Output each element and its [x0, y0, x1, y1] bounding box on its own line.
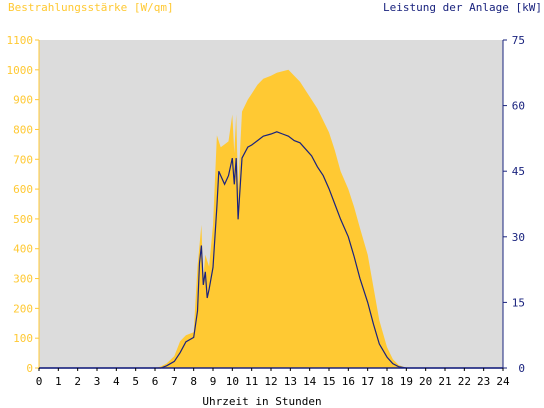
- y-left-tick-label: 200: [13, 302, 33, 315]
- y-left-tick-label: 1000: [7, 64, 34, 77]
- x-tick-label: 3: [94, 375, 101, 388]
- x-tick-label: 19: [400, 375, 413, 388]
- x-tick-label: 13: [284, 375, 297, 388]
- x-tick-label: 17: [361, 375, 374, 388]
- y-right-tick-label: 45: [512, 165, 525, 178]
- y-left-tick-label: 300: [13, 273, 33, 286]
- x-tick-label: 24: [496, 375, 510, 388]
- y-right-tick-label: 60: [512, 100, 525, 113]
- y-left-tick-label: 700: [13, 153, 33, 166]
- x-tick-label: 16: [342, 375, 355, 388]
- y-left-tick-label: 400: [13, 243, 33, 256]
- x-tick-label: 21: [438, 375, 451, 388]
- y-left-tick-label: 600: [13, 183, 33, 196]
- x-tick-label: 18: [380, 375, 393, 388]
- right-axis-title: Leistung der Anlage [kW]: [383, 1, 542, 14]
- x-tick-label: 1: [55, 375, 62, 388]
- y-right-tick-label: 0: [518, 362, 525, 375]
- x-tick-label: 9: [210, 375, 217, 388]
- x-tick-label: 7: [171, 375, 178, 388]
- x-tick-label: 6: [152, 375, 159, 388]
- y-left-tick-label: 1100: [7, 34, 34, 47]
- y-left-tick-label: 500: [13, 213, 33, 226]
- y-left-tick-label: 900: [13, 94, 33, 107]
- x-tick-label: 15: [322, 375, 335, 388]
- x-tick-label: 12: [264, 375, 277, 388]
- irradiance-area: [39, 69, 503, 369]
- x-tick-label: 11: [245, 375, 258, 388]
- x-tick-label: 5: [132, 375, 139, 388]
- y-left-tick-label: 800: [13, 123, 33, 136]
- y-left-tick-label: 100: [13, 332, 33, 345]
- x-tick-label: 20: [419, 375, 432, 388]
- x-tick-label: 22: [458, 375, 471, 388]
- left-axis-title: Bestrahlungsstärke [W/qm]: [8, 1, 174, 14]
- x-axis-label: Uhrzeit in Stunden: [202, 395, 321, 408]
- x-tick-label: 8: [190, 375, 197, 388]
- x-tick-label: 2: [74, 375, 81, 388]
- y-right-tick-label: 30: [512, 231, 525, 244]
- x-tick-label: 0: [36, 375, 43, 388]
- x-tick-label: 23: [477, 375, 490, 388]
- y-left-tick-label: 0: [26, 362, 33, 375]
- x-tick-label: 10: [226, 375, 239, 388]
- power-line: [39, 131, 503, 369]
- x-tick-label: 4: [113, 375, 120, 388]
- x-tick-label: 14: [303, 375, 317, 388]
- y-right-tick-label: 15: [512, 296, 525, 309]
- y-right-tick-label: 75: [512, 34, 525, 47]
